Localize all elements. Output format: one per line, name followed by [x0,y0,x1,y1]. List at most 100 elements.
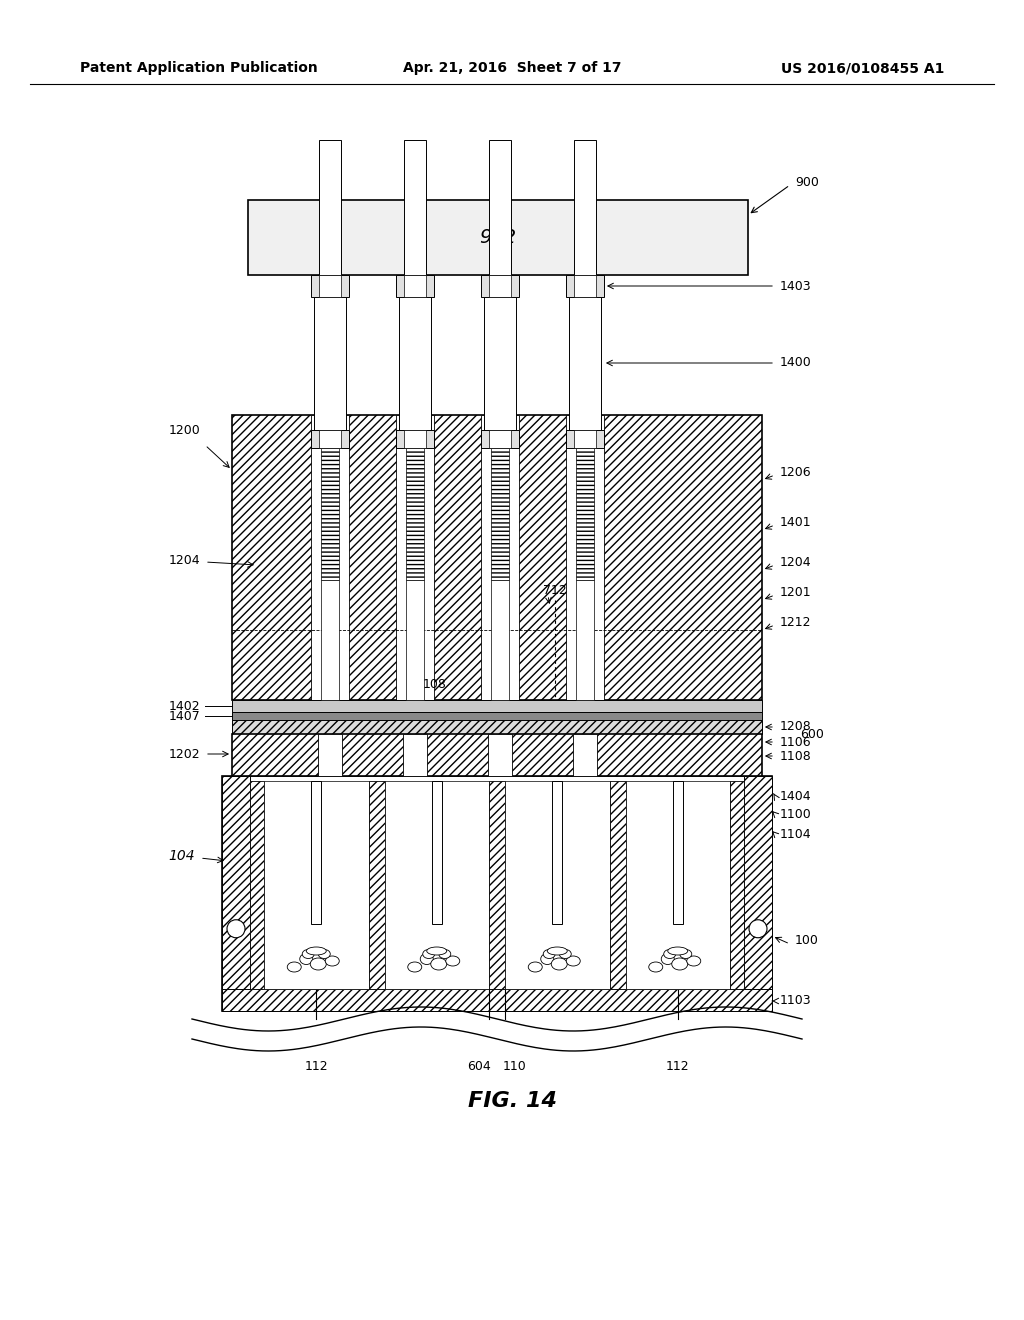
Text: 600: 600 [800,727,824,741]
Ellipse shape [302,949,314,958]
Ellipse shape [445,956,460,966]
Bar [574,140,596,275]
Bar [404,430,426,447]
Bar [406,579,424,700]
Bar [369,781,384,989]
Bar [264,781,369,989]
Bar [566,275,604,297]
Text: 1212: 1212 [780,616,811,630]
Text: 1404: 1404 [780,789,812,803]
Ellipse shape [423,949,435,958]
Bar [248,201,748,275]
Text: 1400: 1400 [780,356,812,370]
Text: 110: 110 [503,1060,527,1072]
Bar [232,719,762,734]
Bar [481,275,519,297]
Text: 112: 112 [666,1060,689,1072]
Ellipse shape [326,956,339,966]
Bar [609,781,626,989]
Bar [250,781,264,989]
Ellipse shape [408,962,422,972]
Ellipse shape [427,946,446,954]
Ellipse shape [310,958,327,970]
Ellipse shape [664,949,676,958]
Bar [222,989,772,1011]
Bar [314,297,346,430]
Bar [232,414,762,700]
Bar [321,420,339,579]
Text: 1206: 1206 [780,466,812,479]
Ellipse shape [559,949,571,958]
Bar [232,700,762,711]
Bar [384,781,489,989]
Ellipse shape [649,962,663,972]
Bar [396,430,434,447]
Bar [552,781,562,924]
Ellipse shape [544,949,555,958]
Bar [489,430,511,447]
Ellipse shape [672,958,688,970]
Ellipse shape [680,949,692,958]
Text: 112: 112 [304,1060,328,1072]
Bar [575,579,594,700]
Bar [318,734,342,776]
Ellipse shape [551,958,567,970]
Text: Patent Application Publication: Patent Application Publication [80,61,317,75]
Bar [321,579,339,700]
Ellipse shape [668,946,688,954]
Ellipse shape [547,946,567,954]
Text: 104: 104 [168,849,195,863]
Text: 1108: 1108 [780,750,812,763]
Bar [744,776,772,1011]
Text: 1403: 1403 [780,280,812,293]
Ellipse shape [438,949,451,958]
Bar [490,420,509,579]
Bar [489,140,511,275]
Bar [490,579,509,700]
Bar [404,275,426,297]
Bar [505,781,609,989]
Bar [222,776,250,1011]
Bar [489,275,511,297]
Bar [399,297,431,430]
Bar [311,275,349,297]
Bar [403,734,427,776]
Text: 1204: 1204 [168,553,200,566]
Bar [222,776,772,1011]
Text: US 2016/0108455 A1: US 2016/0108455 A1 [780,61,944,75]
Bar [432,781,441,924]
Bar [488,734,512,776]
Ellipse shape [431,958,446,970]
Circle shape [749,920,767,937]
Bar [319,430,341,447]
Text: 712: 712 [543,583,566,597]
Bar [575,420,594,579]
Bar [232,734,762,776]
Bar [481,430,519,447]
Bar [396,414,434,700]
Text: Apr. 21, 2016  Sheet 7 of 17: Apr. 21, 2016 Sheet 7 of 17 [402,61,622,75]
Bar [730,781,744,989]
Text: 1200: 1200 [168,424,200,437]
Bar [232,711,762,719]
Text: 1104: 1104 [780,828,812,841]
Bar [484,297,516,430]
Bar [311,414,349,700]
Text: 1204: 1204 [780,557,812,569]
Text: 604: 604 [467,1060,490,1072]
Ellipse shape [300,953,312,965]
Text: 1407: 1407 [168,710,200,722]
Text: 1401: 1401 [780,516,812,529]
Text: 1201: 1201 [780,586,812,599]
Bar [481,414,519,700]
Text: 1106: 1106 [780,735,812,748]
Ellipse shape [306,946,327,954]
Text: 1103: 1103 [780,994,812,1007]
Bar [574,275,596,297]
Bar [566,414,604,700]
Ellipse shape [662,953,674,965]
Bar [673,781,683,924]
Text: 1100: 1100 [780,808,812,821]
Ellipse shape [288,962,301,972]
Bar [574,430,596,447]
